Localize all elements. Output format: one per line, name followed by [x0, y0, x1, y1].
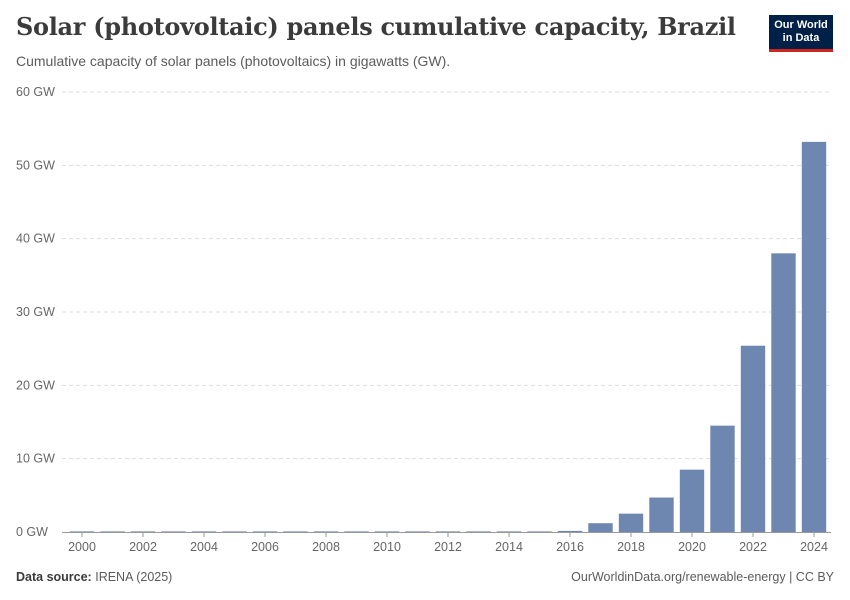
y-tick-label: 0 GW	[16, 525, 48, 539]
footer-link[interactable]: OurWorldinData.org/renewable-energy | CC…	[571, 570, 834, 584]
bar[interactable]	[740, 345, 766, 532]
bar[interactable]	[771, 253, 796, 533]
bar[interactable]	[313, 531, 339, 532]
bar[interactable]	[588, 523, 613, 532]
x-tick-label: 2016	[556, 540, 584, 554]
x-tick-label: 2022	[739, 540, 767, 554]
data-source: Data source: IRENA (2025)	[16, 570, 172, 584]
bar[interactable]	[222, 531, 247, 532]
bar[interactable]	[618, 513, 644, 532]
bar[interactable]	[405, 531, 430, 532]
x-tick-label: 2006	[251, 540, 279, 554]
bar[interactable]	[679, 469, 705, 532]
bar[interactable]	[130, 531, 156, 532]
x-tick-label: 2002	[129, 540, 157, 554]
y-tick-label: 50 GW	[16, 158, 55, 172]
bar[interactable]	[100, 531, 125, 532]
y-tick-label: 20 GW	[16, 378, 55, 392]
chart-title: Solar (photovoltaic) panels cumulative c…	[16, 12, 736, 41]
bar[interactable]	[252, 531, 278, 532]
x-tick-label: 2010	[373, 540, 401, 554]
y-tick-label: 40 GW	[16, 232, 55, 246]
bar[interactable]	[435, 531, 461, 532]
x-tick-label: 2004	[190, 540, 218, 554]
y-tick-label: 30 GW	[16, 305, 55, 319]
bar[interactable]	[69, 531, 95, 532]
x-tick-label: 2008	[312, 540, 340, 554]
x-tick-label: 2012	[434, 540, 462, 554]
bar[interactable]	[801, 141, 827, 532]
logo-line-2: in Data	[782, 32, 820, 44]
x-tick-label: 2014	[495, 540, 523, 554]
chart-subtitle: Cumulative capacity of solar panels (pho…	[16, 53, 451, 69]
bar[interactable]	[344, 531, 369, 532]
bar[interactable]	[496, 531, 522, 532]
bar[interactable]	[283, 531, 308, 532]
bar[interactable]	[466, 531, 491, 532]
bar[interactable]	[374, 531, 400, 532]
bar[interactable]	[527, 531, 552, 532]
x-tick-label: 2020	[678, 540, 706, 554]
bar[interactable]	[557, 530, 583, 532]
x-tick-label: 2000	[68, 540, 96, 554]
logo-line-1: Our World	[774, 19, 828, 31]
y-tick-label: 60 GW	[16, 85, 55, 99]
bar[interactable]	[649, 497, 674, 532]
bar[interactable]	[710, 425, 735, 532]
y-tick-label: 10 GW	[16, 452, 55, 466]
x-tick-label: 2018	[617, 540, 645, 554]
bar[interactable]	[161, 531, 186, 532]
owid-logo[interactable]: Our World in Data	[769, 15, 833, 52]
data-source-value[interactable]: IRENA (2025)	[95, 570, 173, 584]
data-source-label: Data source:	[16, 570, 92, 584]
bar[interactable]	[191, 531, 217, 532]
x-tick-label: 2024	[800, 540, 828, 554]
